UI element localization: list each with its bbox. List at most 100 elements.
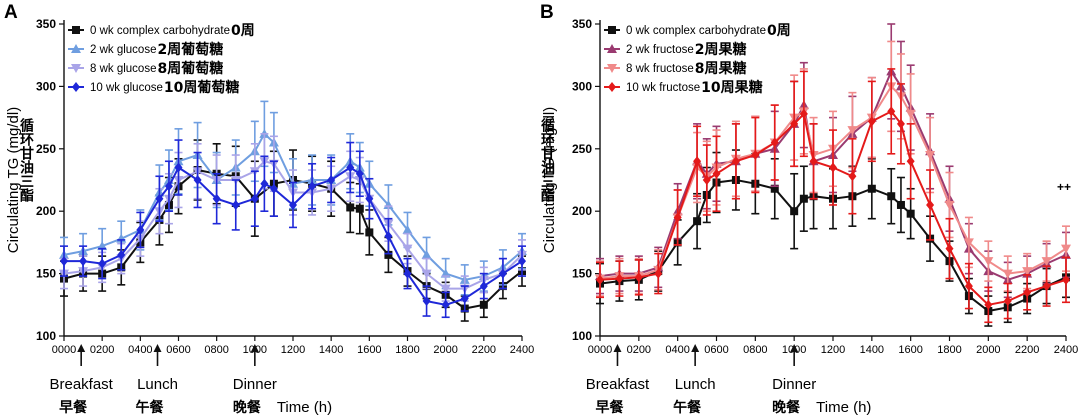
x-axis-label: Time (h) [816,399,871,416]
data-point [1061,244,1071,254]
meal-label: Breakfast [586,376,650,393]
data-point [441,299,450,310]
data-point [355,168,364,179]
legend-label: 2 wk glucose [90,44,156,56]
meal-arrow-icon [77,344,86,352]
meal-arrow-icon [790,344,799,352]
data-point [79,256,88,267]
data-point [963,238,974,248]
legend-label: 2 wk fructose [626,44,694,56]
panel-b: B 100 150 200 250 300 350 0000 0200 0400 0600 0800 1… [539,2,1078,416]
data-point [136,224,145,235]
legend-label: 10 wk fructose [626,82,700,94]
x-tick-label: 1200 [281,344,305,356]
y-tick-label: 200 [36,204,56,218]
data-point [479,300,488,309]
data-point [693,217,702,226]
data-point [1022,267,1033,277]
data-point [260,178,269,189]
x-tick-label: 0000 [588,344,612,356]
data-point [1062,274,1070,285]
data-point [634,272,643,283]
x-tick-label: 0200 [90,344,114,356]
data-point [155,193,164,204]
x-tick-label: 1600 [898,344,922,356]
legend-label-cn: 10周果糖 [701,79,762,96]
x-tick-label: 0600 [166,344,190,356]
panel-label: A [4,2,18,23]
panel-label: B [540,2,554,23]
data-point [984,299,993,310]
data-point [1041,257,1052,267]
data-point [896,200,905,209]
y-tick-label: 150 [572,267,592,281]
data-point [346,162,355,173]
x-tick-label: 0800 [743,344,767,356]
data-point [479,281,488,292]
data-point [518,256,526,267]
significance-annotation: ++ [1057,180,1071,194]
series-line [63,160,523,290]
meal-arrow-icon [691,344,700,352]
legend-label-cn: 8周果糖 [695,60,747,77]
meal-label: Breakfast [49,376,113,393]
series-line [63,132,523,281]
data-point [964,281,973,292]
y-tick-label: 300 [572,79,592,93]
legend-marker [607,44,617,53]
data-point [867,116,876,127]
data-point [770,184,779,193]
data-point [231,199,240,210]
data-point [269,183,278,194]
panel-a: A 100 150 200 250 300 350 0000 0200 0400 0600 0800 1… [4,2,534,416]
legend-marker [71,44,81,53]
x-tick-label: 0800 [204,344,228,356]
x-tick-label: 1800 [395,344,419,356]
data-point [60,256,68,267]
meal-label: Lunch [675,376,716,393]
data-point [702,175,711,185]
data-point [193,175,202,185]
data-point [365,228,374,237]
data-point [402,244,413,254]
data-point [731,156,740,167]
legend-label-cn: 2周葡萄糖 [157,41,223,58]
y-axis-label-cn: 循环甘油三酯 [18,117,34,203]
data-point [1003,296,1012,307]
data-point [346,203,355,212]
legend-label-cn: 8周葡萄糖 [157,60,223,77]
meal-label: Lunch [137,376,178,393]
data-point [906,156,915,167]
data-point [926,199,935,210]
data-point [925,151,936,161]
meal-label-cn: 晚餐 [772,399,801,416]
series-4 [596,68,1070,324]
data-point [98,258,107,269]
x-axis-label: Time (h) [277,399,332,416]
y-tick-label: 250 [36,142,56,156]
legend-label: 8 wk fructose [626,63,694,75]
data-point [117,249,126,260]
data-point [693,156,702,167]
y-tick-label: 250 [572,142,592,156]
meal-label-cn: 晚餐 [233,399,262,416]
x-tick-label: 2400 [1054,344,1078,356]
x-tick-label: 1400 [319,344,343,356]
data-point [1023,287,1032,298]
x-tick-label: 1800 [937,344,961,356]
data-point [867,184,876,193]
meal-label-cn: 早餐 [595,399,624,416]
data-point [906,209,915,218]
y-tick-label: 200 [572,204,592,218]
legend-label-cn: 0周 [767,23,791,39]
x-tick-label: 2400 [510,344,534,356]
x-tick-label: 1200 [821,344,845,356]
data-point [983,257,994,267]
data-point [770,137,779,148]
series-line [599,84,1067,280]
data-point [460,293,469,304]
y-axis-label-cn: 循环甘油三酯 [539,117,555,203]
meal-arrow-icon [153,344,162,352]
data-point [944,200,955,210]
